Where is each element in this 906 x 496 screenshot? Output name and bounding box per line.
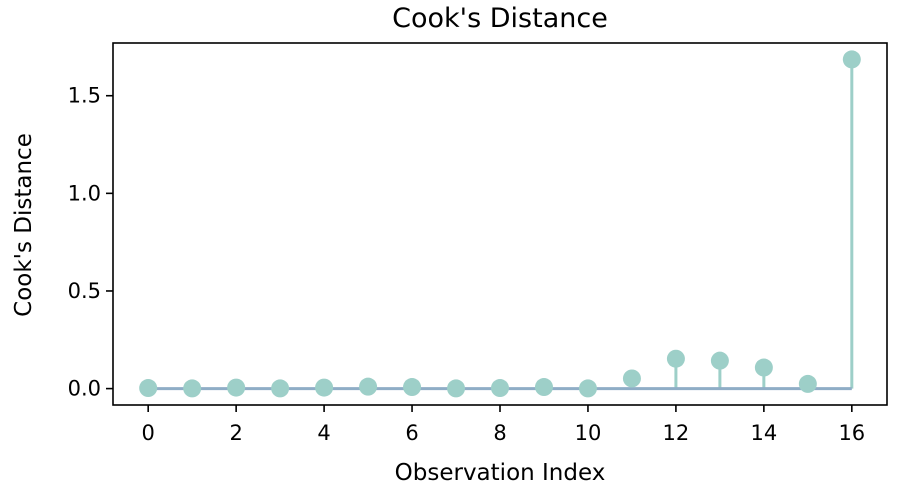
stem-marker-6 bbox=[403, 378, 422, 397]
stem-marker-7 bbox=[447, 379, 466, 398]
chart-title: Cook's Distance bbox=[392, 3, 608, 34]
y-tick-label-1.5: 1.5 bbox=[68, 84, 101, 108]
stem-marker-15 bbox=[798, 374, 817, 393]
x-tick-label-4: 4 bbox=[317, 421, 330, 445]
x-tick-label-12: 12 bbox=[663, 421, 690, 445]
x-tick-label-6: 6 bbox=[405, 421, 418, 445]
stem-marker-0 bbox=[139, 379, 158, 398]
y-tick-label-0.5: 0.5 bbox=[68, 279, 101, 303]
axes-frame bbox=[112, 42, 888, 406]
x-tick-label-0: 0 bbox=[141, 421, 154, 445]
stem-marker-12 bbox=[666, 349, 685, 368]
x-tick-label-16: 16 bbox=[838, 421, 865, 445]
y-axis-label: Cook's Distance bbox=[11, 133, 37, 317]
x-tick-label-10: 10 bbox=[575, 421, 602, 445]
y-tick-label-0.0: 0.0 bbox=[68, 377, 101, 401]
stem-marker-5 bbox=[359, 377, 378, 396]
y-tick-label-1.0: 1.0 bbox=[68, 181, 101, 205]
stem-marker-9 bbox=[534, 378, 553, 397]
stem-marker-16 bbox=[842, 50, 861, 69]
stem-marker-13 bbox=[710, 351, 729, 370]
x-tick-label-8: 8 bbox=[493, 421, 506, 445]
stem-marker-3 bbox=[271, 379, 290, 398]
plot-area bbox=[139, 50, 861, 398]
stem-marker-11 bbox=[622, 369, 641, 388]
axes: 0 2 4 6 8 10 12 14 16 0.0 0.5 1.0 1.5 bbox=[68, 42, 888, 445]
x-tick-label-14: 14 bbox=[750, 421, 777, 445]
stem-marker-10 bbox=[578, 379, 597, 398]
stem-marker-14 bbox=[754, 358, 773, 377]
stem-marker-2 bbox=[227, 378, 246, 397]
x-tick-label-2: 2 bbox=[229, 421, 242, 445]
stem-marker-4 bbox=[315, 378, 334, 397]
stem-marker-8 bbox=[491, 379, 509, 398]
stem-marker-1 bbox=[183, 379, 202, 398]
x-axis-label: Observation Index bbox=[395, 460, 606, 486]
